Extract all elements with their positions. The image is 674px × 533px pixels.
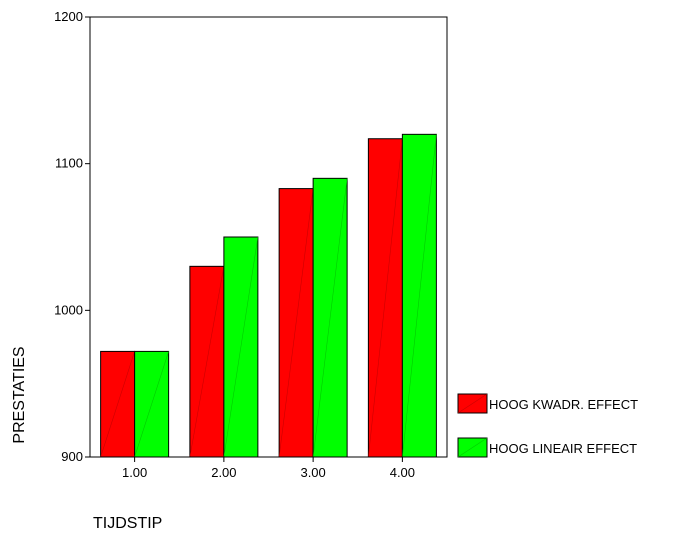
bar-hatch-s2-3: [312, 178, 348, 458]
x-axis-title: TIJDSTIP: [93, 515, 162, 532]
y-axis: 900 1000 1100 1200: [54, 9, 90, 464]
bar-hatch-s1-3: [278, 188, 314, 458]
legend-label-1: HOOG KWADR. EFFECT: [489, 397, 638, 412]
bar-hatch-s2-2: [223, 236, 259, 458]
bar-hatch-s2-4: [402, 134, 437, 458]
legend-swatch-hatch-2: [457, 437, 488, 458]
x-tick-label-2: 2.00: [211, 465, 236, 480]
x-axis: 1.00 2.00 3.00 4.00: [122, 457, 415, 480]
legend: HOOG KWADR. EFFECT HOOG LINEAIR EFFECT: [457, 393, 638, 458]
bar-hatch-s2-1: [134, 351, 169, 458]
y-axis-title: PRESTATIES: [11, 346, 28, 443]
bars-group: [100, 133, 437, 458]
y-tick-label-4: 1200: [54, 9, 83, 24]
y-tick-label-3: 1100: [55, 156, 83, 171]
x-tick-label-4: 4.00: [390, 465, 415, 480]
plot-frame: [89, 16, 448, 458]
x-tick-label-3: 3.00: [300, 465, 325, 480]
x-tick-label-1: 1.00: [122, 465, 147, 480]
bar-hatch-s1-4: [368, 138, 403, 458]
legend-label-2: HOOG LINEAIR EFFECT: [489, 441, 637, 456]
y-tick-label-1: 900: [61, 449, 83, 464]
bar-hatch-s1-2: [189, 266, 225, 458]
y-tick-label-2: 1000: [54, 302, 83, 317]
bar-hatch-s1-1: [100, 351, 135, 458]
legend-swatch-hatch-1: [457, 393, 488, 414]
